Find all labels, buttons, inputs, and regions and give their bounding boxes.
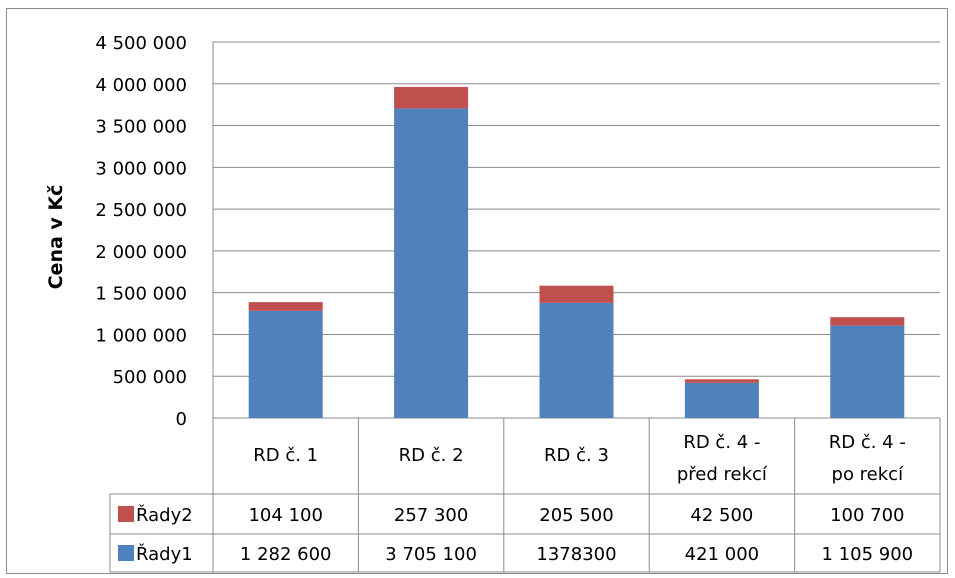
legend-key — [118, 545, 134, 561]
x-category-label: po rekcí — [832, 464, 905, 485]
bar-řady2 — [830, 317, 905, 326]
table-value: 257 300 — [394, 505, 468, 526]
table-value: 1 282 600 — [240, 544, 332, 565]
series-name: Řady2 — [136, 504, 193, 526]
bar-řady2 — [684, 379, 759, 383]
y-tick-label: 2 000 000 — [95, 242, 187, 263]
y-tick-label: 2 500 000 — [95, 200, 187, 221]
x-category-label: RD č. 4 - — [683, 432, 760, 453]
bar-řady2 — [394, 86, 469, 109]
y-tick-label: 4 000 000 — [95, 75, 187, 96]
x-category-label: před rekcí — [677, 464, 768, 485]
y-tick-label: 1 000 000 — [95, 325, 187, 346]
table-value: 1378300 — [536, 544, 616, 565]
y-tick-label: 3 500 000 — [95, 117, 187, 138]
y-tick-label: 0 — [176, 409, 187, 430]
legend-key — [118, 506, 134, 522]
table-value: 3 705 100 — [385, 544, 477, 565]
table-value: 421 000 — [685, 544, 759, 565]
x-category-label: RD č. 1 — [253, 445, 318, 466]
bar-řady1 — [830, 325, 905, 418]
bar-řady1 — [248, 310, 323, 418]
x-category-label: RD č. 4 - — [829, 432, 906, 453]
gridlines — [212, 41, 940, 419]
bar-řady1 — [684, 382, 759, 418]
chart-frame — [6, 8, 948, 574]
y-tick-label: 1 500 000 — [95, 284, 187, 305]
y-axis-title: Cena v Kč — [45, 185, 67, 290]
y-tick-label: 4 500 000 — [95, 33, 187, 54]
table-value: 42 500 — [690, 505, 753, 526]
y-axis-tick-labels: 0 500 000 1 000 000 1 500 000 2 000 000 2 500… — [95, 33, 187, 430]
x-category-label: RD č. 3 — [544, 445, 609, 466]
table-value: 1 105 900 — [821, 544, 913, 565]
series-name: Řady1 — [136, 543, 193, 565]
table-value: 205 500 — [539, 505, 613, 526]
bars — [248, 86, 905, 419]
y-tick-label: 3 000 000 — [95, 158, 187, 179]
x-category-label: RD č. 2 — [399, 445, 464, 466]
table-value: 104 100 — [248, 505, 322, 526]
table-value: 100 700 — [830, 505, 904, 526]
bar-řady2 — [248, 302, 323, 311]
bar-řady1 — [394, 108, 469, 419]
bar-řady2 — [539, 285, 614, 303]
bar-řady1 — [539, 302, 614, 418]
y-tick-label: 500 000 — [113, 367, 187, 388]
data-table: RD č. 1 RD č. 2 RD č. 3 RD č. 4 - před rekcí… — [109, 418, 941, 573]
